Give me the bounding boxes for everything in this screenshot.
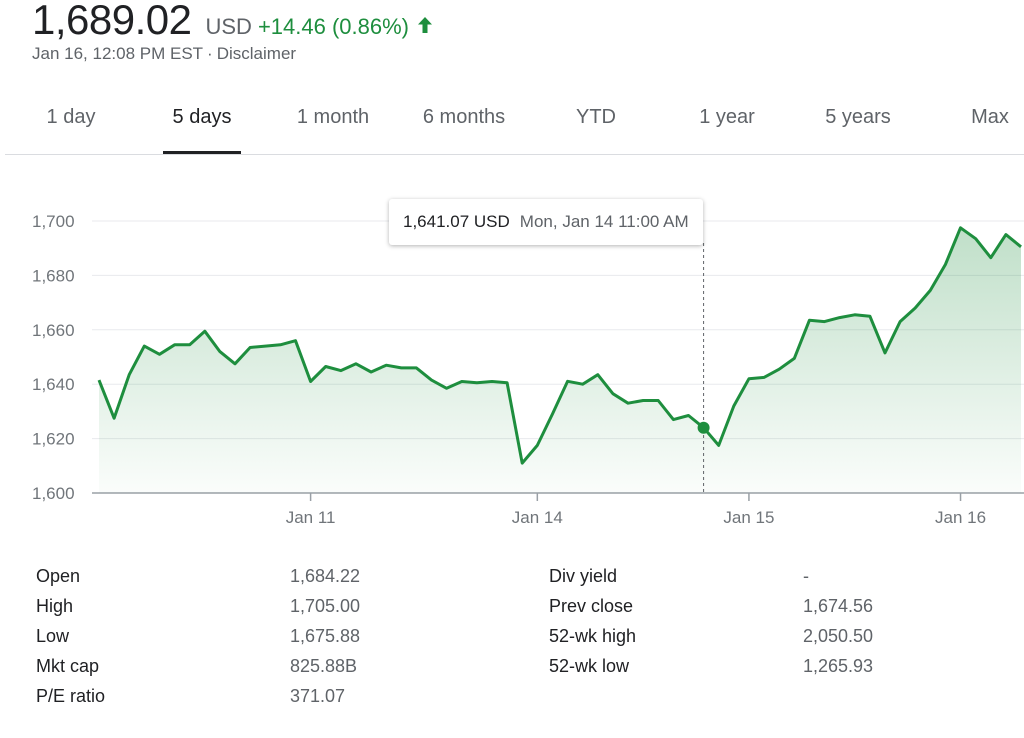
price-change: +14.46 (0.86%) bbox=[257, 14, 409, 39]
tabs-divider bbox=[5, 154, 1024, 155]
quote-header: 1,689.02 USD +14.46 (0.86%) Jan 16, 12:0… bbox=[32, 0, 433, 64]
tab-max[interactable]: Max bbox=[971, 106, 1009, 128]
stat-label: Mkt cap bbox=[36, 656, 100, 676]
tooltip-time: Mon, Jan 14 11:00 AM bbox=[519, 212, 689, 231]
stat-label: 52-wk low bbox=[549, 656, 630, 676]
disclaimer-link[interactable]: Disclaimer bbox=[216, 44, 297, 63]
stat-label: Open bbox=[36, 566, 81, 586]
chart-tooltip: 1,641.07 USD Mon, Jan 14 11:00 AM bbox=[389, 199, 703, 245]
stat-label: High bbox=[36, 596, 74, 616]
y-tick-label: 1,600 bbox=[32, 484, 75, 503]
stat-value: 1,675.88 bbox=[290, 626, 361, 646]
tab-ytd[interactable]: YTD bbox=[576, 106, 616, 128]
y-tick-label: 1,640 bbox=[32, 375, 75, 394]
x-tick-label: Jan 14 bbox=[512, 508, 563, 527]
stat-value: 1,684.22 bbox=[290, 566, 361, 586]
stat-label: P/E ratio bbox=[36, 686, 106, 706]
current-price: 1,689.02 bbox=[32, 0, 192, 43]
x-axis-ticks: Jan 11 Jan 14 Jan 15 Jan 16 bbox=[286, 493, 986, 527]
currency-code: USD bbox=[205, 14, 252, 39]
y-tick-label: 1,680 bbox=[32, 266, 75, 285]
separator: · bbox=[207, 44, 213, 63]
stat-label: Prev close bbox=[549, 596, 634, 616]
stat-value: - bbox=[803, 566, 809, 586]
y-tick-label: 1,620 bbox=[32, 430, 75, 449]
tab-5-years[interactable]: 5 years bbox=[825, 106, 891, 128]
price-row: 1,689.02 USD +14.46 (0.86%) bbox=[32, 0, 433, 44]
active-tab-indicator bbox=[163, 151, 241, 154]
range-tabs: 1 day 5 days 1 month 6 months YTD 1 year… bbox=[0, 92, 1024, 154]
y-tick-label: 1,660 bbox=[32, 321, 75, 340]
y-tick-label: 1,700 bbox=[32, 212, 75, 231]
quote-timestamp: Jan 16, 12:08 PM EST bbox=[32, 44, 204, 63]
tab-1-year[interactable]: 1 year bbox=[699, 106, 755, 128]
tooltip-price: 1,641.07 USD bbox=[403, 212, 510, 231]
stat-value: 825.88B bbox=[290, 656, 358, 676]
stat-value: 1,265.93 bbox=[803, 656, 874, 676]
price-line bbox=[97, 226, 1022, 465]
stat-value: 371.07 bbox=[290, 686, 346, 706]
stat-label: Low bbox=[36, 626, 70, 646]
x-tick-label: Jan 15 bbox=[723, 508, 774, 527]
tab-1-day[interactable]: 1 day bbox=[46, 106, 96, 128]
stat-value: 1,674.56 bbox=[803, 596, 874, 616]
tab-5-days[interactable]: 5 days bbox=[172, 106, 232, 128]
x-tick-label: Jan 11 bbox=[286, 508, 336, 527]
stat-value: 1,705.00 bbox=[290, 596, 361, 616]
quote-subline: Jan 16, 12:08 PM EST · Disclaimer bbox=[32, 44, 433, 64]
stat-value: 2,050.50 bbox=[803, 626, 874, 646]
arrow-up-icon bbox=[417, 16, 433, 39]
x-tick-label: Jan 16 bbox=[935, 508, 986, 527]
y-axis-ticks: 1,700 1,680 1,660 1,640 1,620 1,600 bbox=[32, 212, 75, 503]
price-area bbox=[99, 227, 1021, 494]
tab-1-month[interactable]: 1 month bbox=[296, 106, 370, 128]
stat-label: 52-wk high bbox=[549, 626, 637, 646]
hover-point bbox=[697, 421, 710, 434]
stat-label: Div yield bbox=[549, 566, 618, 586]
tab-6-months[interactable]: 6 months bbox=[422, 106, 506, 128]
